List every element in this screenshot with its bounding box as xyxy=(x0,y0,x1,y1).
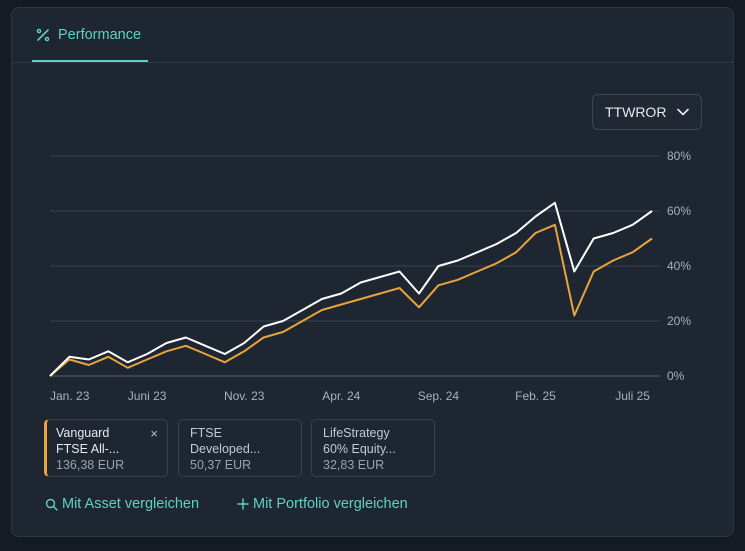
x-tick-label: Sep. 24 xyxy=(418,389,460,403)
performance-chart: 80% 60% 40% 20% 0% Jan. 23 Juni 23 Nov. 23 Apr. … xyxy=(49,149,691,403)
series-line-1 xyxy=(49,223,653,377)
legend-item-name-line1: FTSE xyxy=(190,426,222,440)
legend-item-name-line1: Vanguard xyxy=(56,426,110,440)
y-tick-label: 40% xyxy=(667,259,691,273)
close-icon[interactable]: × xyxy=(150,426,158,441)
search-icon xyxy=(45,498,58,511)
y-tick-label: 60% xyxy=(667,204,691,218)
legend-item-name-line2: FTSE All-... xyxy=(56,442,120,456)
compare-portfolio-button[interactable]: Mit Portfolio vergleichen xyxy=(237,494,408,514)
x-tick-label: Feb. 25 xyxy=(515,389,556,403)
chevron-down-icon xyxy=(677,108,689,116)
compare-portfolio-label: Mit Portfolio vergleichen xyxy=(253,496,408,512)
y-tick-label: 0% xyxy=(667,369,685,383)
legend-item-value: 50,37 EUR xyxy=(190,458,252,472)
percent-icon xyxy=(36,28,50,42)
y-tick-label: 80% xyxy=(667,149,691,163)
legend-item-value: 32,83 EUR xyxy=(323,458,385,472)
series-line-0 xyxy=(49,201,653,377)
x-tick-label: Juni 23 xyxy=(128,389,167,403)
tab-performance-label: Performance xyxy=(58,27,142,43)
performance-card: Performance TTWROR 80% 60% 40% 20% 0% Jan. 23… xyxy=(11,7,734,537)
metric-select-value: TTWROR xyxy=(605,104,667,120)
x-tick-label: Nov. 23 xyxy=(224,389,265,403)
legend-item-ftse-developed[interactable]: FTSE Developed... 50,37 EUR xyxy=(178,419,302,477)
x-tick-label: Apr. 24 xyxy=(322,389,360,403)
compare-asset-button[interactable]: Mit Asset vergleichen xyxy=(45,494,199,514)
metric-select[interactable]: TTWROR xyxy=(592,94,702,130)
legend-item-lifestrategy[interactable]: LifeStrategy 60% Equity... 32,83 EUR xyxy=(311,419,435,477)
tab-bar: Performance xyxy=(12,8,733,63)
x-tick-label: Jan. 23 xyxy=(50,389,90,403)
legend-item-vanguard[interactable]: × Vanguard FTSE All-... 136,38 EUR xyxy=(44,419,168,477)
legend-item-value: 136,38 EUR xyxy=(56,458,125,472)
y-tick-label: 20% xyxy=(667,314,691,328)
tab-active-indicator xyxy=(32,60,148,62)
tab-performance[interactable]: Performance xyxy=(32,8,148,62)
compare-asset-label: Mit Asset vergleichen xyxy=(62,496,200,512)
plus-icon xyxy=(237,498,249,510)
legend-item-name-line2: 60% Equity... xyxy=(323,442,396,456)
legend-item-name-line2: Developed... xyxy=(190,442,261,456)
legend-item-name-line1: LifeStrategy xyxy=(323,426,390,440)
x-tick-label: Juli 25 xyxy=(615,389,650,403)
